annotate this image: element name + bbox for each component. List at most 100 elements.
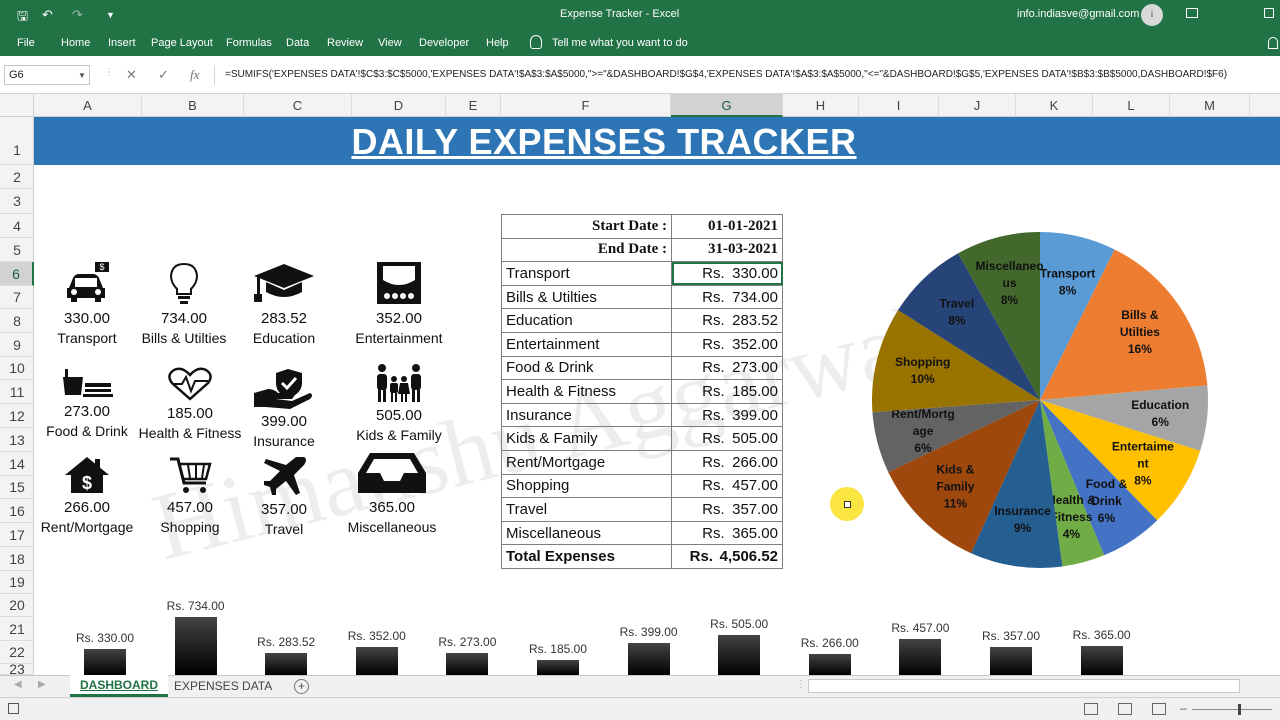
avatar[interactable]: i — [1141, 4, 1163, 26]
ribbon-display-icon[interactable] — [1186, 8, 1198, 18]
select-all-corner[interactable] — [0, 94, 34, 117]
row-16[interactable]: 16 — [0, 499, 34, 523]
name-box[interactable]: G6 — [4, 65, 90, 85]
row-9[interactable]: 9 — [0, 333, 34, 357]
pie-slice[interactable] — [1040, 400, 1105, 567]
column-e[interactable]: E — [446, 94, 501, 117]
menu-review[interactable]: Review — [327, 37, 364, 49]
column-d[interactable]: D — [352, 94, 446, 117]
pie-slice[interactable] — [872, 310, 1040, 413]
pie-slice[interactable] — [1040, 385, 1208, 451]
column-b[interactable]: B — [142, 94, 244, 117]
pie-slice[interactable] — [1040, 249, 1208, 400]
row-2[interactable]: 2 — [0, 165, 34, 189]
row-6[interactable]: 6 — [0, 262, 34, 286]
bar[interactable] — [718, 635, 761, 675]
column-c[interactable]: C — [244, 94, 352, 117]
account-email[interactable]: info.indiasve@gmail.com — [1017, 8, 1140, 20]
menu-file[interactable]: File — [17, 37, 35, 49]
menu-page-layout[interactable]: Page Layout — [151, 37, 213, 49]
row-5[interactable]: 5 — [0, 238, 34, 262]
redo-icon[interactable]: ↷ — [72, 7, 83, 22]
pie-slice[interactable] — [888, 400, 1040, 554]
amount-cell[interactable]: Rs. 185.00 — [671, 379, 783, 404]
enter-icon[interactable]: ✓ — [158, 67, 169, 82]
next-sheet-icon[interactable]: ▶ — [38, 679, 46, 690]
customize-toolbar-icon[interactable]: ▼ — [106, 10, 115, 20]
normal-view-icon[interactable] — [1084, 703, 1098, 715]
category-cell[interactable]: Education — [501, 308, 672, 333]
amount-cell[interactable]: Rs. 734.00 — [671, 284, 783, 310]
save-icon[interactable]: 🖫 — [17, 8, 29, 23]
menu-insert[interactable]: Insert — [108, 37, 136, 49]
bar[interactable] — [265, 652, 308, 675]
column-m[interactable]: M — [1170, 94, 1250, 117]
start-date-label[interactable]: Start Date : — [501, 214, 672, 239]
menu-data[interactable]: Data — [286, 37, 310, 49]
row-20[interactable]: 20 — [0, 594, 34, 617]
tell-me-search[interactable]: Tell me what you want to do — [552, 37, 688, 49]
column-a[interactable]: A — [34, 94, 142, 117]
pie-slice[interactable] — [898, 253, 1040, 400]
category-cell[interactable]: Health & Fitness — [501, 379, 672, 404]
bar[interactable] — [1080, 646, 1123, 675]
category-cell[interactable]: Bills & Utilties — [501, 284, 672, 310]
column-f[interactable]: F — [501, 94, 671, 117]
tab-dashboard[interactable]: DASHBOARD — [70, 675, 168, 697]
amount-cell[interactable]: Rs. 266.00 — [671, 449, 783, 475]
bar[interactable] — [174, 617, 217, 675]
amount-cell[interactable]: Rs. 399.00 — [671, 402, 783, 428]
amount-cell[interactable]: Rs. 357.00 — [671, 497, 783, 522]
maximize-icon[interactable] — [1264, 8, 1274, 18]
row-4[interactable]: 4 — [0, 214, 34, 238]
bar[interactable] — [446, 653, 489, 675]
zoom-slider[interactable] — [1192, 709, 1272, 710]
column-h[interactable]: H — [783, 94, 859, 117]
amount-cell[interactable]: Rs. 365.00 — [671, 520, 783, 546]
amount-cell[interactable]: Rs. 457.00 — [671, 473, 783, 499]
row-15[interactable]: 15 — [0, 476, 34, 499]
pie-slice[interactable] — [872, 400, 1040, 473]
row-13[interactable]: 13 — [0, 428, 34, 452]
row-19[interactable]: 19 — [0, 571, 34, 594]
category-cell[interactable]: Entertainment — [501, 331, 672, 357]
insert-function-icon[interactable]: fx — [190, 67, 200, 82]
column-k[interactable]: K — [1016, 94, 1093, 117]
bar[interactable] — [990, 646, 1032, 675]
bar[interactable] — [355, 647, 398, 675]
bar[interactable] — [627, 643, 670, 675]
row-3[interactable]: 3 — [0, 189, 34, 214]
row-1[interactable]: 1 — [0, 117, 34, 165]
category-cell[interactable]: Rent/Mortgage — [501, 449, 672, 475]
total-amount-cell[interactable]: Rs. 4,506.52 — [671, 544, 783, 569]
bar[interactable] — [899, 638, 942, 675]
add-sheet-icon[interactable]: + — [294, 679, 309, 694]
row-12[interactable]: 12 — [0, 404, 34, 428]
more-options-icon[interactable]: ⋮ — [796, 679, 806, 690]
formula-bar-options-icon[interactable]: ⋮ — [104, 67, 114, 78]
row-17[interactable]: 17 — [0, 523, 34, 547]
row-22[interactable]: 22 — [0, 641, 34, 664]
pie-slice[interactable] — [1040, 400, 1158, 556]
pie-slice[interactable] — [1040, 400, 1201, 521]
menu-help[interactable]: Help — [486, 37, 509, 49]
share-person-icon[interactable] — [1268, 37, 1278, 49]
start-date-value[interactable]: 01-01-2021 — [671, 214, 783, 239]
category-cell[interactable]: Food & Drink — [501, 355, 672, 381]
bar[interactable] — [808, 653, 851, 675]
page-layout-view-icon[interactable] — [1118, 703, 1132, 715]
zoom-out-icon[interactable]: – — [1180, 701, 1187, 715]
category-cell[interactable]: Travel — [501, 497, 672, 522]
category-cell[interactable]: Shopping — [501, 473, 672, 499]
total-label[interactable]: Total Expenses — [501, 544, 672, 569]
row-18[interactable]: 18 — [0, 547, 34, 571]
pie-slice[interactable] — [1040, 232, 1115, 400]
row-10[interactable]: 10 — [0, 357, 34, 380]
amount-cell[interactable]: Rs. 505.00 — [671, 426, 783, 451]
expense-bar-chart[interactable]: Rs. 330.00 Rs. 734.00 Rs. 283.52 Rs. 352.00… — [34, 587, 1280, 675]
category-cell[interactable]: Transport — [501, 261, 672, 286]
prev-sheet-icon[interactable]: ◀ — [14, 679, 22, 690]
row-7[interactable]: 7 — [0, 286, 34, 309]
cancel-icon[interactable]: ✕ — [126, 67, 137, 82]
row-8[interactable]: 8 — [0, 309, 34, 333]
